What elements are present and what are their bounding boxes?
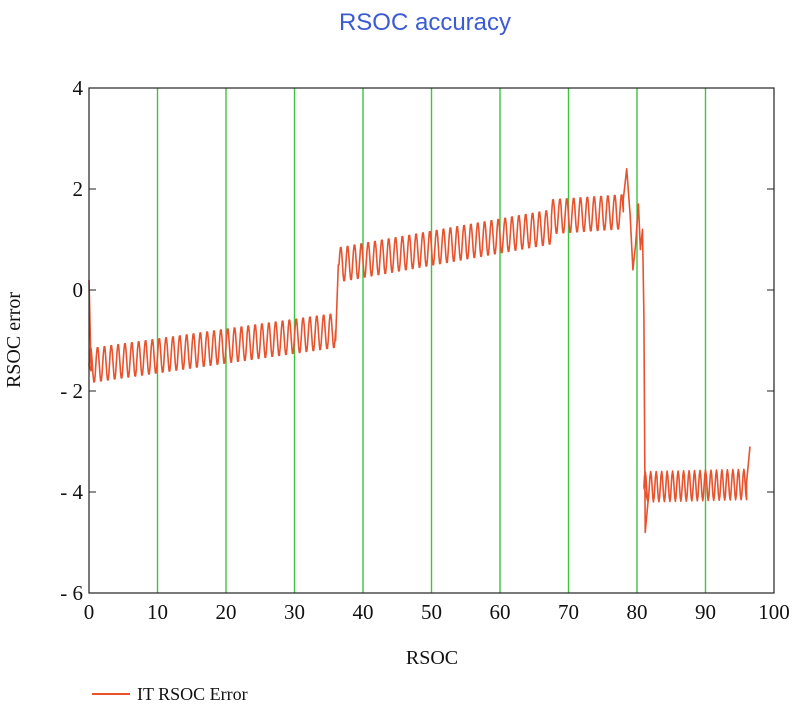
y-tick-label: 4 bbox=[73, 76, 84, 100]
x-tick-label: 80 bbox=[627, 600, 648, 624]
x-tick-label: 100 bbox=[758, 600, 790, 624]
x-tick-label: 70 bbox=[558, 600, 579, 624]
x-tick-label: 0 bbox=[84, 600, 95, 624]
plot-frame bbox=[88, 87, 775, 594]
series-group bbox=[88, 168, 751, 534]
series-line-it-rsoc-error bbox=[88, 168, 751, 534]
x-tick-label: 10 bbox=[147, 600, 168, 624]
x-tick-label: 50 bbox=[421, 600, 442, 624]
legend: IT RSOC Error bbox=[92, 684, 248, 704]
y-tick-labels: 4 2 0 - 2 - 4 - 6 bbox=[60, 76, 774, 605]
y-tick-label: - 2 bbox=[60, 379, 83, 403]
y-tick-label: - 6 bbox=[60, 581, 83, 605]
x-tick-labels: 0 10 20 30 40 50 60 70 80 90 100 bbox=[84, 600, 790, 624]
grid-lines bbox=[156, 88, 707, 593]
y-tick-label: - 4 bbox=[60, 480, 83, 504]
x-tick-label: 90 bbox=[695, 600, 716, 624]
x-axis-label: RSOC bbox=[406, 647, 458, 669]
x-tick-label: 40 bbox=[353, 600, 374, 624]
y-tick-label: 0 bbox=[73, 278, 84, 302]
x-tick-label: 20 bbox=[216, 600, 237, 624]
x-tick-label: 60 bbox=[490, 600, 511, 624]
chart-title: RSOC accuracy bbox=[339, 9, 511, 36]
x-tick-label: 30 bbox=[284, 600, 305, 624]
y-axis-label: RSOC error bbox=[3, 292, 25, 388]
y-tick-label: 2 bbox=[73, 177, 84, 201]
legend-label: IT RSOC Error bbox=[137, 684, 248, 704]
